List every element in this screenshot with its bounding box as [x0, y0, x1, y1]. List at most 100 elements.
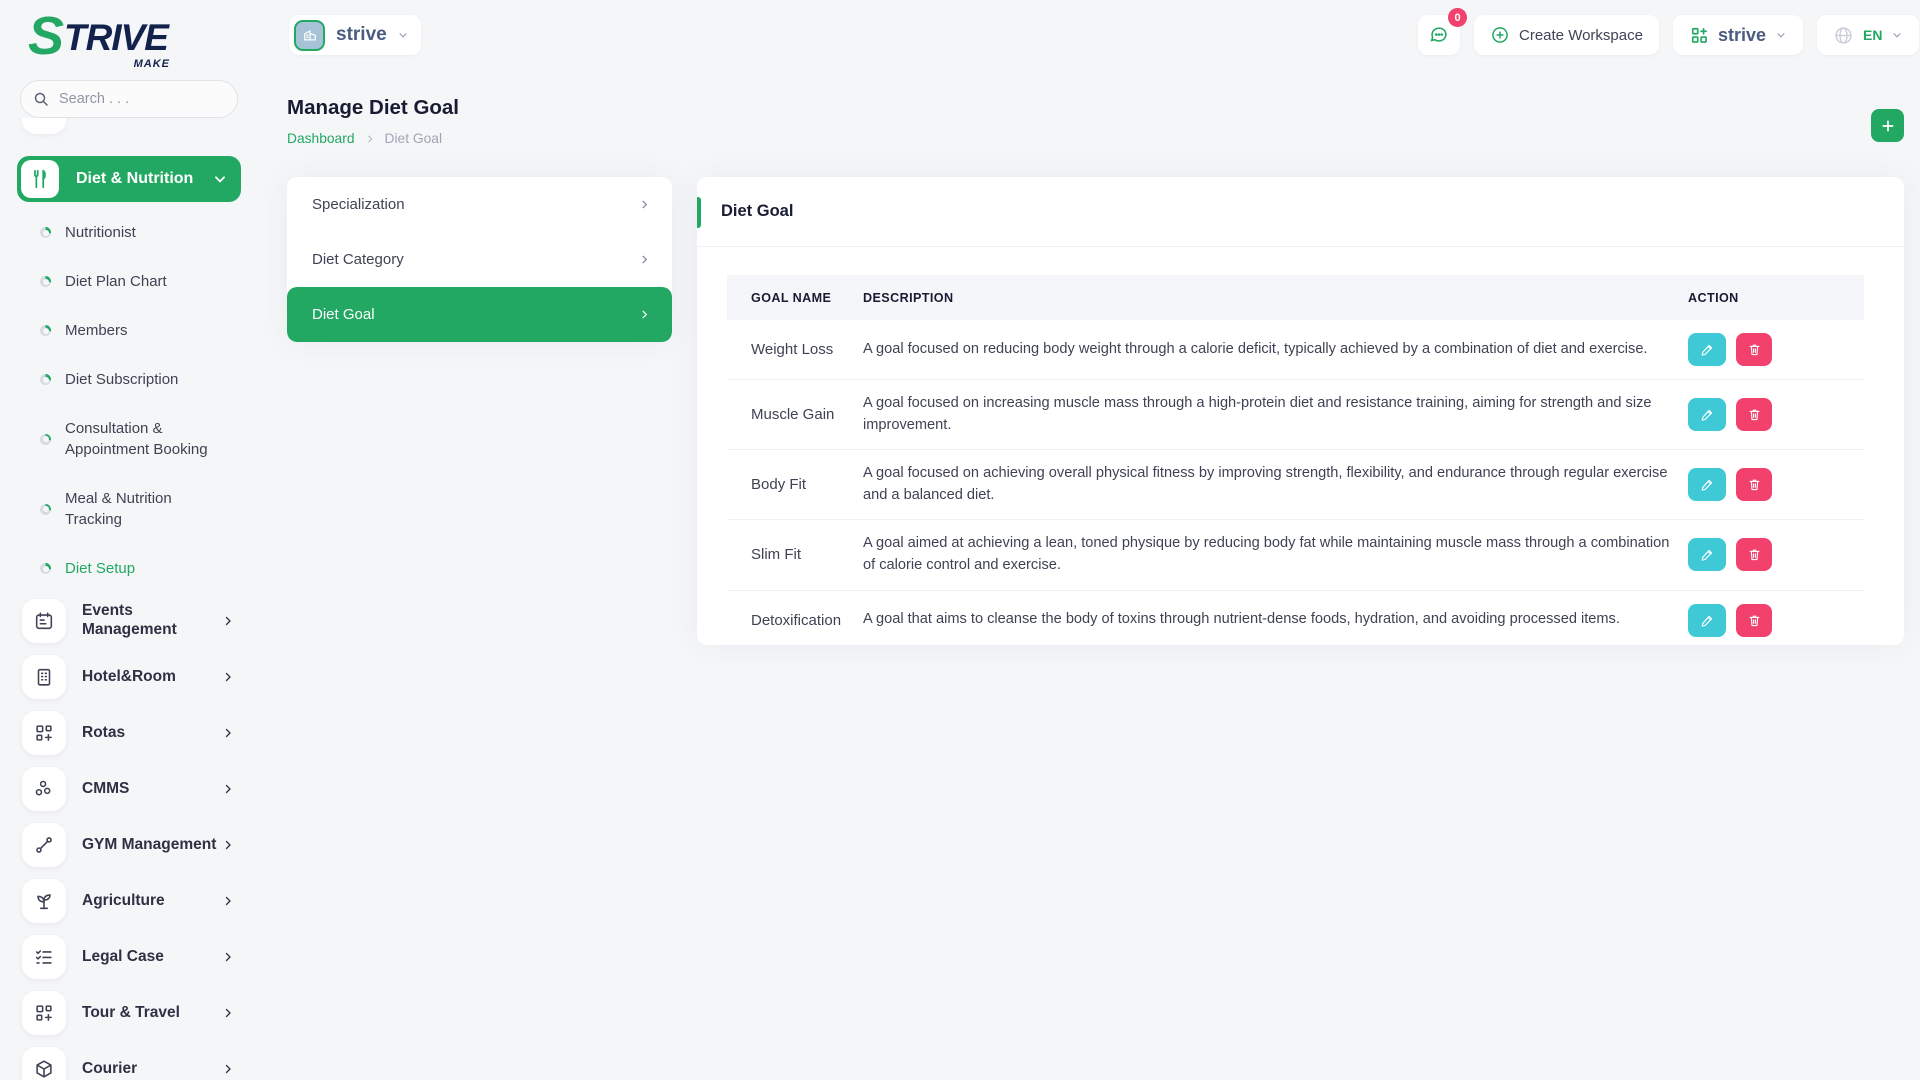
- grid-plus-icon: [22, 991, 66, 1035]
- bullet-icon: [40, 227, 51, 238]
- table-row: Slim Fit A goal aimed at achieving a lea…: [727, 519, 1864, 591]
- sidebar-item-agriculture[interactable]: Agriculture: [16, 873, 242, 929]
- grid-plus-icon: [22, 711, 66, 755]
- edit-button[interactable]: [1688, 538, 1726, 572]
- sidebar-item-diet-plan-chart[interactable]: Diet Plan Chart: [16, 257, 242, 306]
- card-accent-bar: [697, 197, 701, 228]
- chevron-right-icon: [639, 309, 650, 320]
- table-row: Body Fit A goal focused on achieving ove…: [727, 449, 1864, 521]
- delete-button[interactable]: [1736, 538, 1772, 572]
- breadcrumb: Dashboard Diet Goal: [287, 131, 442, 146]
- pencil-icon: [1701, 480, 1712, 491]
- building-avatar-icon: [303, 30, 316, 41]
- submenu-item-diet-goal[interactable]: Diet Goal: [287, 287, 672, 342]
- create-workspace-button[interactable]: Create Workspace: [1474, 15, 1659, 55]
- submenu-item-specialization[interactable]: Specialization: [287, 177, 672, 232]
- edit-button[interactable]: [1688, 603, 1726, 637]
- table-row: Detoxification A goal that aims to clean…: [727, 590, 1864, 651]
- card-header: Diet Goal: [697, 177, 1904, 247]
- sidebar-item-rotas[interactable]: Rotas: [16, 705, 242, 761]
- sidebar-item-label: Courier: [82, 1059, 138, 1077]
- delete-button[interactable]: [1736, 468, 1772, 502]
- workspace-avatar: [294, 19, 325, 51]
- submenu-item-label: Diet Category: [312, 251, 404, 268]
- sidebar-item-label: Agriculture: [82, 891, 165, 909]
- sidebar-subitem-label: Nutritionist: [65, 224, 136, 241]
- sidebar-item-legal-case[interactable]: Legal Case: [16, 929, 242, 985]
- sidebar-item-hotel-room[interactable]: Hotel&Room: [16, 649, 242, 705]
- pencil-icon: [1701, 344, 1712, 356]
- language-selector[interactable]: EN: [1817, 15, 1920, 55]
- bullet-icon: [40, 325, 51, 336]
- bullet-icon: [40, 503, 51, 515]
- account-menu[interactable]: strive: [1672, 15, 1803, 55]
- submenu-item-diet-category[interactable]: Diet Category: [287, 232, 672, 287]
- sidebar-subitem-label: Consultation & Appointment Booking: [65, 420, 208, 458]
- delete-button[interactable]: [1736, 333, 1772, 366]
- workspace-name: strive: [336, 24, 387, 45]
- plus-icon: [1881, 119, 1894, 132]
- trash-icon: [1749, 479, 1759, 491]
- breadcrumb-dashboard-link[interactable]: Dashboard: [287, 131, 355, 146]
- goal-description-cell: A goal focused on increasing muscle mass…: [863, 379, 1688, 451]
- edit-button[interactable]: [1688, 398, 1726, 432]
- sidebar-item-label: Diet & Nutrition: [76, 170, 194, 187]
- sidebar-item-consultation-booking[interactable]: Consultation & Appointment Booking: [16, 404, 242, 474]
- sidebar-item-events-management[interactable]: Events Management: [16, 593, 242, 649]
- sidebar-subitem-label: Diet Setup: [65, 560, 136, 577]
- chevron-down-icon: [1891, 29, 1903, 41]
- sidebar-item-nutritionist[interactable]: Nutritionist: [16, 208, 242, 257]
- goal-description-cell: A goal aimed at achieving a lean, toned …: [863, 519, 1688, 591]
- sidebar-item-diet-subscription[interactable]: Diet Subscription: [16, 355, 242, 404]
- diet-setup-submenu: Specialization Diet Category Diet Goal: [287, 177, 672, 342]
- sidebar-item-cmms[interactable]: CMMS: [16, 761, 242, 817]
- brand-tagline: MAKE: [133, 58, 170, 70]
- goal-name-cell: Detoxification: [727, 590, 863, 651]
- sidebar-item-diet-nutrition[interactable]: Diet & Nutrition: [17, 156, 241, 202]
- edit-button[interactable]: [1688, 468, 1726, 502]
- chevron-right-icon: [222, 671, 234, 683]
- table-row: Muscle Gain A goal focused on increasing…: [727, 379, 1864, 451]
- add-diet-goal-button[interactable]: [1871, 109, 1904, 142]
- trash-icon: [1749, 409, 1759, 421]
- chat-button[interactable]: 0: [1418, 8, 1467, 55]
- breadcrumb-current: Diet Goal: [384, 131, 443, 146]
- delete-button[interactable]: [1736, 603, 1772, 637]
- grid-plus-icon: [1691, 27, 1707, 43]
- submenu-item-label: Specialization: [312, 196, 405, 213]
- sidebar-item-label: Tour & Travel: [82, 1003, 180, 1021]
- dumbbell-icon: [22, 823, 66, 867]
- pencil-icon: [1701, 409, 1712, 421]
- sidebar-item-label: Rotas: [82, 723, 126, 741]
- language-code: EN: [1863, 27, 1883, 43]
- sidebar-item-meal-tracking[interactable]: Meal & Nutrition Tracking: [16, 474, 242, 544]
- delete-button[interactable]: [1736, 398, 1772, 432]
- sidebar-item-tour-travel[interactable]: Tour & Travel: [16, 985, 242, 1041]
- chevron-right-icon: [216, 118, 228, 120]
- trash-icon: [1749, 615, 1759, 626]
- brand-logo[interactable]: S TRIVE MAKE: [28, 9, 169, 70]
- sidebar-item-members[interactable]: Members: [16, 306, 242, 355]
- trash-icon: [1749, 344, 1759, 356]
- sidebar-item-diet-setup[interactable]: Diet Setup: [16, 544, 242, 593]
- fork-knife-icon: [21, 160, 59, 198]
- submenu-item-label: Diet Goal: [312, 306, 375, 323]
- chevron-right-icon: [222, 1063, 234, 1075]
- topbar-actions: 0 Create Workspace strive EN: [1418, 8, 1920, 55]
- search-input[interactable]: [20, 80, 238, 118]
- trash-icon: [1749, 550, 1759, 561]
- sidebar-item-courier[interactable]: Courier: [16, 1041, 242, 1080]
- diet-goal-card: Diet Goal GOAL NAME DESCRIPTION ACTION W…: [697, 177, 1904, 651]
- package-icon: [22, 1047, 66, 1080]
- pencil-icon: [1701, 615, 1712, 627]
- bullet-icon: [40, 374, 51, 385]
- bullet-icon: [40, 433, 51, 445]
- sidebar-item-label: Events Management: [82, 602, 177, 638]
- workspace-selector[interactable]: strive: [289, 15, 421, 55]
- sidebar-subitem-label: Meal & Nutrition Tracking: [65, 490, 172, 528]
- sidebar-item-gym-management[interactable]: GYM Management: [16, 817, 242, 873]
- edit-button[interactable]: [1688, 333, 1726, 366]
- sidebar-item-clipped[interactable]: [22, 118, 242, 144]
- globe-icon: [1835, 26, 1852, 44]
- circles-icon: [22, 767, 66, 811]
